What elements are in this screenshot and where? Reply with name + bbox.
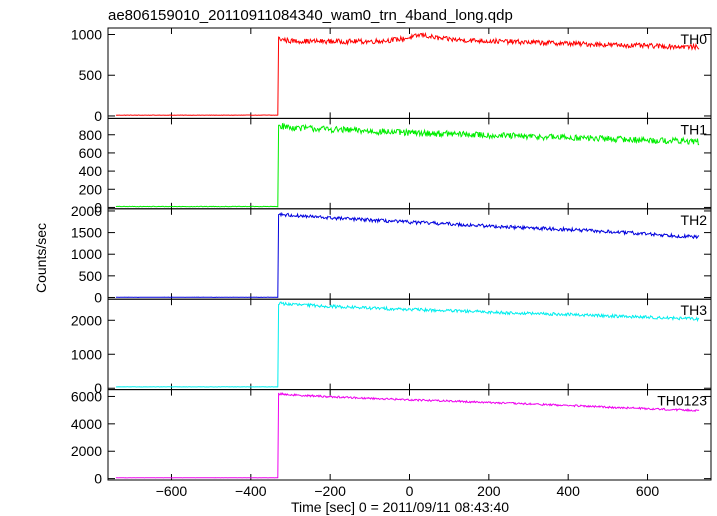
y-tick-label: 1000: [71, 246, 102, 262]
y-tick-label: 0: [94, 108, 102, 124]
y-tick-label: 2000: [71, 443, 102, 459]
y-tick-label: 2000: [71, 312, 102, 328]
series-line-th2: [115, 211, 700, 298]
series-label: TH0: [681, 31, 708, 47]
y-tick-label: 600: [79, 145, 103, 161]
y-tick-label: 1000: [71, 27, 102, 43]
x-tick-label: −400: [235, 483, 267, 499]
series-line-th0: [115, 31, 700, 116]
x-tick-label: 600: [636, 483, 660, 499]
panel-stack: 0 500 1000 TH0 0 200 400 600 800 TH1 0 500 1000 1500 2…: [71, 27, 712, 487]
y-tick-label: 800: [79, 127, 103, 143]
y-tick-label: 6000: [71, 388, 102, 404]
x-axis: −600 −400 −200 0 200 400 600: [156, 483, 660, 499]
y-tick-label: 200: [79, 181, 103, 197]
panel-th0123: 0 2000 4000 6000 TH0123: [71, 388, 712, 487]
x-axis-label: Time [sec] 0 = 2011/09/11 08:43:40: [291, 499, 509, 515]
series-label: TH0123: [657, 393, 707, 409]
x-tick-label: 400: [557, 483, 581, 499]
series-line-th0123: [115, 392, 700, 479]
series-label: TH2: [681, 212, 708, 228]
y-tick-label: 1000: [71, 346, 102, 362]
x-tick-label: 200: [477, 483, 501, 499]
y-tick-label: 0: [94, 471, 102, 487]
panel-th0: 0 500 1000 TH0: [71, 27, 712, 124]
x-tick-label: −200: [314, 483, 346, 499]
x-tick-label: −600: [156, 483, 188, 499]
y-axis-label: Counts/sec: [33, 223, 49, 293]
y-tick-label: 1500: [71, 225, 102, 241]
series-line-th3: [115, 301, 700, 388]
figure-title: ae806159010_20110911084340_wam0_trn_4ban…: [108, 7, 513, 24]
y-tick-label: 400: [79, 163, 103, 179]
panel-th1: 0 200 400 600 800 TH1: [79, 117, 712, 215]
y-tick-label: 4000: [71, 416, 102, 432]
y-tick-label: 0: [94, 380, 102, 396]
y-tick-label: 500: [79, 268, 103, 284]
y-tick-label: 0: [94, 289, 102, 305]
x-tick-label: 0: [406, 483, 414, 499]
series-line-th1: [115, 122, 700, 208]
series-label: TH3: [681, 302, 708, 318]
panel-th3: 0 1000 2000 TH3: [71, 298, 712, 396]
y-tick-label: 2000: [71, 203, 102, 219]
series-label: TH1: [681, 121, 708, 137]
panel-th2: 0 500 1000 1500 2000 TH2: [71, 203, 712, 305]
y-tick-label: 500: [79, 67, 103, 83]
y-tick-label: 0: [94, 199, 102, 215]
